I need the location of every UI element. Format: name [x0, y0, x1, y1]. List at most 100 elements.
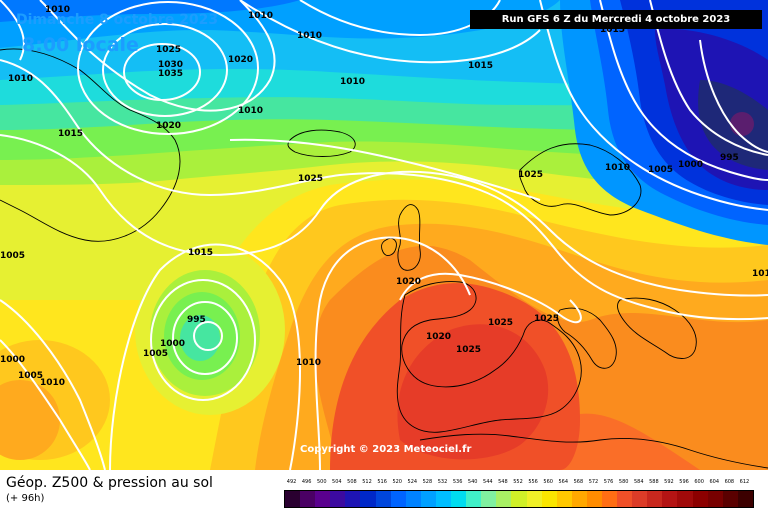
map-title: Géop. Z500 & pression au sol: [6, 475, 213, 491]
isobar-label: 1025: [488, 318, 513, 328]
isobar-label: 1020: [426, 332, 451, 342]
isobar-label: 1000: [0, 355, 25, 365]
legend-label: 548: [498, 479, 508, 485]
legend-swatch: [405, 491, 421, 507]
isobar-1000-east: [649, 0, 768, 156]
legend-swatch: [420, 491, 436, 507]
isobar-label: 1030: [158, 60, 183, 70]
isobar-label: 995: [187, 315, 206, 325]
legend-label: 528: [422, 479, 433, 485]
legend-swatch: [601, 491, 618, 507]
legend-swatch: [526, 491, 542, 507]
italy-coast: [557, 307, 617, 369]
legend-swatch: [707, 491, 723, 507]
legend-label: 516: [377, 479, 387, 485]
isobar-1020-north: [39, 0, 276, 112]
legend-swatch: [360, 491, 376, 507]
legend-label: 588: [649, 479, 659, 485]
isobar-1025-iberia: [399, 272, 582, 324]
legend-swatch: [677, 491, 693, 507]
isobar-label: 1010: [752, 269, 768, 279]
isobar-label: 1035: [158, 69, 183, 79]
forecast-local-time: 8:00 locale: [22, 34, 139, 56]
isobar-1010-sw: [0, 299, 106, 470]
isobar-label: 1005: [143, 349, 168, 359]
legend-label: 508: [347, 479, 357, 485]
isobar-label: 1000: [160, 339, 185, 349]
legend-labels: 492 496 500 504 508 512 516 520 524 528 532 536 540 5…: [282, 479, 752, 489]
legend-label: 540: [467, 479, 478, 485]
legend-label: 492: [286, 479, 297, 485]
isobars: [0, 0, 768, 470]
legend-swatch: [541, 491, 557, 507]
isobar-1010-nw: [0, 0, 25, 61]
isobar-label: 1005: [0, 251, 25, 261]
coastlines: [0, 48, 768, 469]
forecast-date: Dimanche 8 octobre 2023: [16, 12, 219, 28]
isobar-label: 1005: [648, 165, 673, 175]
isobar-label: 1025: [534, 314, 559, 324]
isobar-label: 1010: [340, 77, 365, 87]
legend-label: 520: [392, 479, 402, 485]
iceland-coast: [287, 129, 356, 157]
legend-swatch: [435, 491, 452, 507]
legend-label: 564: [558, 479, 569, 485]
isobar-label: 1020: [396, 277, 421, 287]
isobar-1005: [150, 279, 256, 401]
legend-swatch: [722, 491, 738, 507]
isobar-1010-low: [109, 243, 301, 470]
sw-warm-core: [0, 380, 60, 460]
band-496: [0, 0, 300, 22]
legend-swatch: [345, 491, 361, 507]
legend-swatch: [285, 491, 301, 507]
legend-swatch: [315, 491, 331, 507]
legend-label: 556: [528, 479, 538, 485]
isobar-label: 1025: [518, 170, 543, 180]
color-legend: [284, 490, 754, 508]
legend-swatch: [737, 491, 753, 507]
isobar-label: 1010: [296, 358, 321, 368]
ireland-coast: [381, 237, 397, 256]
legend-label: 500: [316, 479, 327, 485]
legend-swatch: [390, 491, 406, 507]
legend-label: 568: [573, 479, 584, 485]
isobar-label: 995: [720, 153, 739, 163]
isobar-1020: [0, 134, 768, 297]
legend-swatch: [571, 491, 587, 507]
legend-swatch: [511, 491, 527, 507]
isobar-1010-north: [239, 0, 541, 64]
lead-time: (+ 96h): [6, 493, 45, 504]
legend-label: 504: [332, 479, 342, 485]
isobar-label: 1010: [238, 106, 263, 116]
isobar-label: 1010: [605, 163, 630, 173]
legend-label: 560: [543, 479, 553, 485]
run-info: Run GFS 6 Z du Mercredi 4 octobre 2023: [470, 10, 762, 29]
legend-swatch: [481, 491, 497, 507]
legend-label: 604: [709, 479, 720, 485]
legend-label: 608: [724, 479, 735, 485]
isobar-1015: [0, 59, 768, 321]
legend-label: 584: [633, 479, 644, 485]
balkans-coast: [617, 297, 697, 359]
isobar-1005-sw: [0, 339, 91, 470]
greenland-coast: [0, 48, 181, 242]
isobar-label: 1015: [600, 25, 625, 35]
isobar-label: 1010: [248, 11, 273, 21]
legend-swatch: [662, 491, 678, 507]
legend-swatch: [692, 491, 708, 507]
legend-label: 612: [739, 479, 750, 485]
legend-swatch: [617, 491, 633, 507]
copyright-notice: Copyright © 2023 Meteociel.fr: [300, 444, 472, 455]
isobar-995-east: [699, 39, 768, 153]
isobar-label: 1010: [297, 31, 322, 41]
isobar-1005-east: [599, 0, 768, 181]
legend-swatch: [451, 491, 467, 507]
isobar-label: 1010: [40, 378, 65, 388]
isobar-1000: [172, 301, 238, 375]
isobar-label: 1015: [188, 248, 213, 258]
isobar-label: 1005: [18, 371, 43, 381]
legend-label: 592: [664, 479, 674, 485]
isobar-label: 1010: [8, 74, 33, 84]
legend-label: 536: [452, 479, 463, 485]
